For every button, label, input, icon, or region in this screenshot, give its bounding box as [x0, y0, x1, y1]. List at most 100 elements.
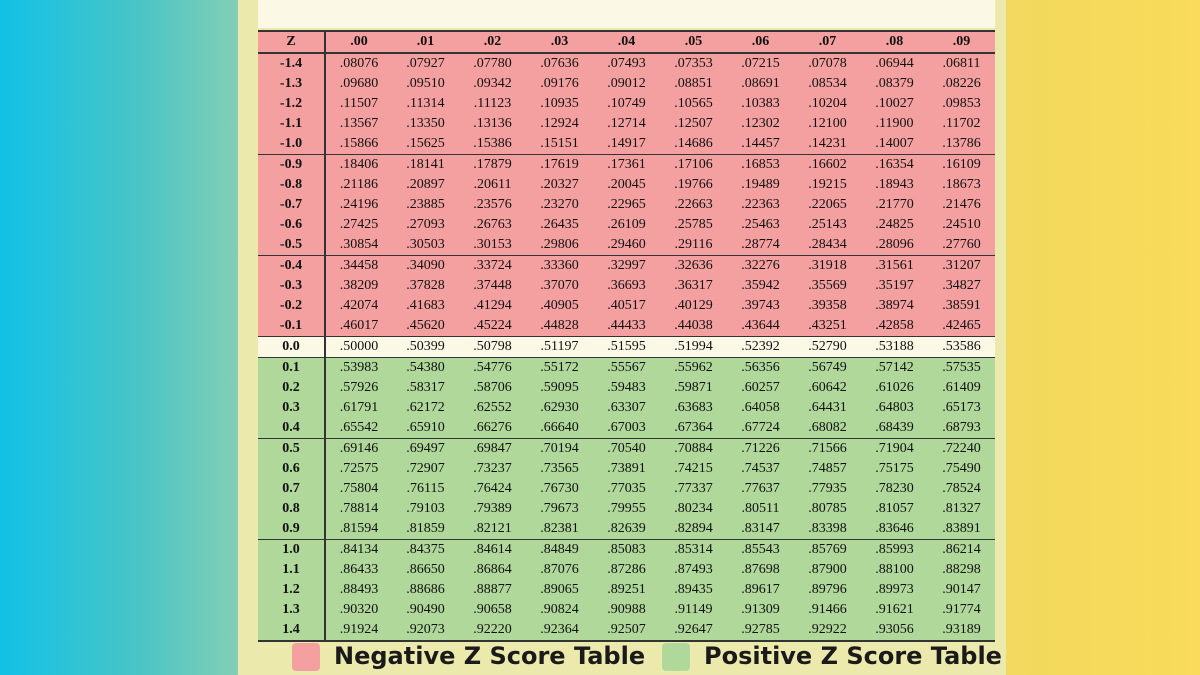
probability-cell: .72240: [928, 438, 995, 459]
probability-cell: .31207: [928, 255, 995, 276]
probability-cell: .10383: [727, 94, 794, 114]
table-row: 1.4.91924.92073.92220.92364.92507.92647.…: [258, 620, 995, 642]
probability-cell: .86864: [459, 560, 526, 580]
probability-cell: .85083: [593, 539, 660, 560]
probability-cell: .81057: [861, 499, 928, 519]
table-row: -1.4.08076.07927.07780.07636.07493.07353…: [258, 53, 995, 74]
probability-cell: .25785: [660, 215, 727, 235]
probability-cell: .72907: [392, 459, 459, 479]
probability-cell: .20327: [526, 175, 593, 195]
probability-cell: .69847: [459, 438, 526, 459]
probability-cell: .30503: [392, 235, 459, 256]
probability-cell: .56749: [794, 357, 861, 378]
table-row: -1.3.09680.09510.09342.09176.09012.08851…: [258, 74, 995, 94]
probability-cell: .07078: [794, 53, 861, 74]
probability-cell: .09176: [526, 74, 593, 94]
probability-cell: .75490: [928, 459, 995, 479]
probability-cell: .53983: [325, 357, 392, 378]
column-header: .06: [727, 30, 794, 54]
probability-cell: .40517: [593, 296, 660, 316]
probability-cell: .20045: [593, 175, 660, 195]
probability-cell: .71226: [727, 438, 794, 459]
probability-cell: .64431: [794, 398, 861, 418]
probability-cell: .68439: [861, 418, 928, 439]
probability-cell: .54776: [459, 357, 526, 378]
probability-cell: .89251: [593, 580, 660, 600]
probability-cell: .85993: [861, 539, 928, 560]
probability-cell: .84849: [526, 539, 593, 560]
probability-cell: .69146: [325, 438, 392, 459]
z-value-cell: -1.3: [258, 74, 326, 94]
probability-cell: .28096: [861, 235, 928, 256]
z-value-cell: -0.4: [258, 255, 326, 276]
probability-cell: .09510: [392, 74, 459, 94]
probability-cell: .23270: [526, 195, 593, 215]
probability-cell: .12100: [794, 114, 861, 134]
probability-cell: .84134: [325, 539, 392, 560]
probability-cell: .18141: [392, 154, 459, 175]
probability-cell: .18943: [861, 175, 928, 195]
probability-cell: .56356: [727, 357, 794, 378]
probability-cell: .70540: [593, 438, 660, 459]
probability-cell: .62172: [392, 398, 459, 418]
probability-cell: .39743: [727, 296, 794, 316]
probability-cell: .17879: [459, 154, 526, 175]
probability-cell: .30854: [325, 235, 392, 256]
probability-cell: .78230: [861, 479, 928, 499]
column-header: .01: [392, 30, 459, 54]
probability-cell: .54380: [392, 357, 459, 378]
probability-cell: .92507: [593, 620, 660, 642]
probability-cell: .07353: [660, 53, 727, 74]
probability-cell: .10935: [526, 94, 593, 114]
probability-cell: .74537: [727, 459, 794, 479]
probability-cell: .17361: [593, 154, 660, 175]
probability-cell: .62552: [459, 398, 526, 418]
probability-cell: .36693: [593, 276, 660, 296]
z-value-cell: -0.1: [258, 316, 326, 337]
table-row: -1.2.11507.11314.11123.10935.10749.10565…: [258, 94, 995, 114]
probability-cell: .88298: [928, 560, 995, 580]
table-row: 0.8.78814.79103.79389.79673.79955.80234.…: [258, 499, 995, 519]
probability-cell: .33360: [526, 255, 593, 276]
probability-cell: .84614: [459, 539, 526, 560]
negative-swatch: [292, 643, 320, 671]
probability-cell: .92922: [794, 620, 861, 642]
probability-cell: .77035: [593, 479, 660, 499]
probability-cell: .82121: [459, 519, 526, 540]
probability-cell: .43644: [727, 316, 794, 337]
probability-cell: .13786: [928, 134, 995, 155]
column-header: .04: [593, 30, 660, 54]
probability-cell: .12924: [526, 114, 593, 134]
probability-cell: .28434: [794, 235, 861, 256]
probability-cell: .85769: [794, 539, 861, 560]
probability-cell: .79103: [392, 499, 459, 519]
probability-cell: .89973: [861, 580, 928, 600]
probability-cell: .69497: [392, 438, 459, 459]
probability-cell: .24196: [325, 195, 392, 215]
positive-swatch: [662, 643, 690, 671]
probability-cell: .88877: [459, 580, 526, 600]
probability-cell: .75175: [861, 459, 928, 479]
probability-cell: .38209: [325, 276, 392, 296]
probability-cell: .11507: [325, 94, 392, 114]
probability-cell: .93189: [928, 620, 995, 642]
probability-cell: .85543: [727, 539, 794, 560]
probability-cell: .22363: [727, 195, 794, 215]
probability-cell: .13136: [459, 114, 526, 134]
table-row: 1.3.90320.90490.90658.90824.90988.91149.…: [258, 600, 995, 620]
probability-cell: .35197: [861, 276, 928, 296]
probability-cell: .25463: [727, 215, 794, 235]
probability-cell: .23885: [392, 195, 459, 215]
table-row: -0.1.46017.45620.45224.44828.44433.44038…: [258, 316, 995, 337]
probability-cell: .90658: [459, 600, 526, 620]
probability-cell: .11702: [928, 114, 995, 134]
column-header: .00: [325, 30, 392, 54]
probability-cell: .67364: [660, 418, 727, 439]
probability-cell: .11314: [392, 94, 459, 114]
probability-cell: .44828: [526, 316, 593, 337]
probability-cell: .81594: [325, 519, 392, 540]
probability-cell: .40905: [526, 296, 593, 316]
column-header: .02: [459, 30, 526, 54]
probability-cell: .08851: [660, 74, 727, 94]
probability-cell: .66640: [526, 418, 593, 439]
